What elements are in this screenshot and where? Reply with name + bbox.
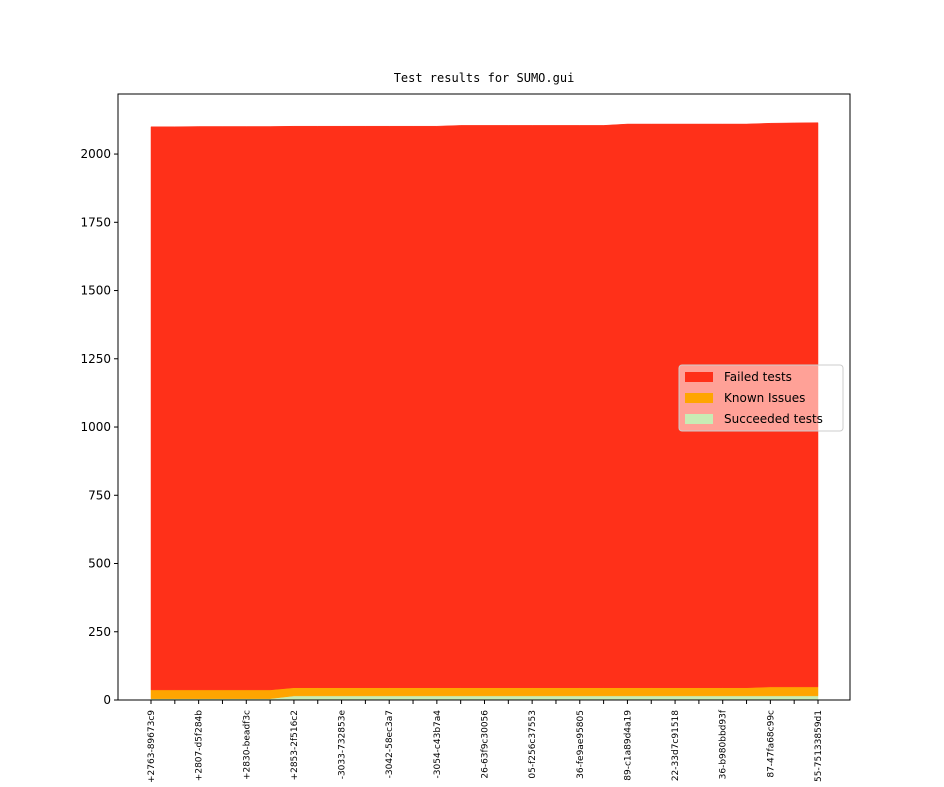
- x-tick-label: 36-b980bbd93f: [719, 709, 729, 779]
- legend-swatch: [685, 393, 713, 403]
- x-tick-label: 36-fe9ae95805: [576, 710, 586, 779]
- x-tick-label: 89-c1a89d4a19: [623, 710, 633, 781]
- x-tick-label: +2853-2f516c2: [290, 710, 300, 780]
- legend-label: Known Issues: [724, 391, 805, 405]
- area: [150, 122, 819, 691]
- x-tick-label: -3033-732853e: [338, 710, 348, 780]
- legend-label: Succeeded tests: [724, 412, 823, 426]
- x-tick-label: +2807-d5f284b: [195, 710, 205, 781]
- chart-title: Test results for SUMO.gui: [394, 71, 575, 85]
- y-tick-label: 1750: [80, 215, 111, 229]
- x-tick-label: +2763-89673c9: [147, 710, 157, 783]
- y-tick-label: 0: [103, 693, 111, 707]
- legend-swatch: [685, 372, 713, 382]
- y-tick-label: 1000: [80, 420, 111, 434]
- x-tick-label: -3042-58ec3a7: [385, 710, 395, 778]
- y-tick-label: 2000: [80, 147, 111, 161]
- y-tick-label: 750: [88, 488, 111, 502]
- x-tick-label: 22-33d7c91518: [671, 710, 681, 781]
- y-tick-label: 500: [88, 557, 111, 571]
- x-tick-label: 87-47fa68c99c: [766, 710, 776, 778]
- legend-label: Failed tests: [724, 370, 792, 384]
- legend-box: [678, 364, 844, 432]
- x-tick-label: 05-f256c37553: [528, 710, 538, 779]
- legend: Failed tests Known Issues Succeeded tests: [678, 364, 844, 432]
- x-tick-label: 55-75133859d1: [814, 710, 824, 782]
- x-tick-label: -3054-c43b7a4: [433, 710, 443, 779]
- y-tick-label: 250: [88, 625, 111, 639]
- legend-swatch: [685, 414, 713, 424]
- x-tick-label: +2830-beadf3c: [242, 710, 252, 780]
- y-tick-label: 1250: [80, 352, 111, 366]
- x-tick-label: 26-63f9c30056: [481, 710, 491, 779]
- y-tick-label: 1500: [80, 284, 111, 298]
